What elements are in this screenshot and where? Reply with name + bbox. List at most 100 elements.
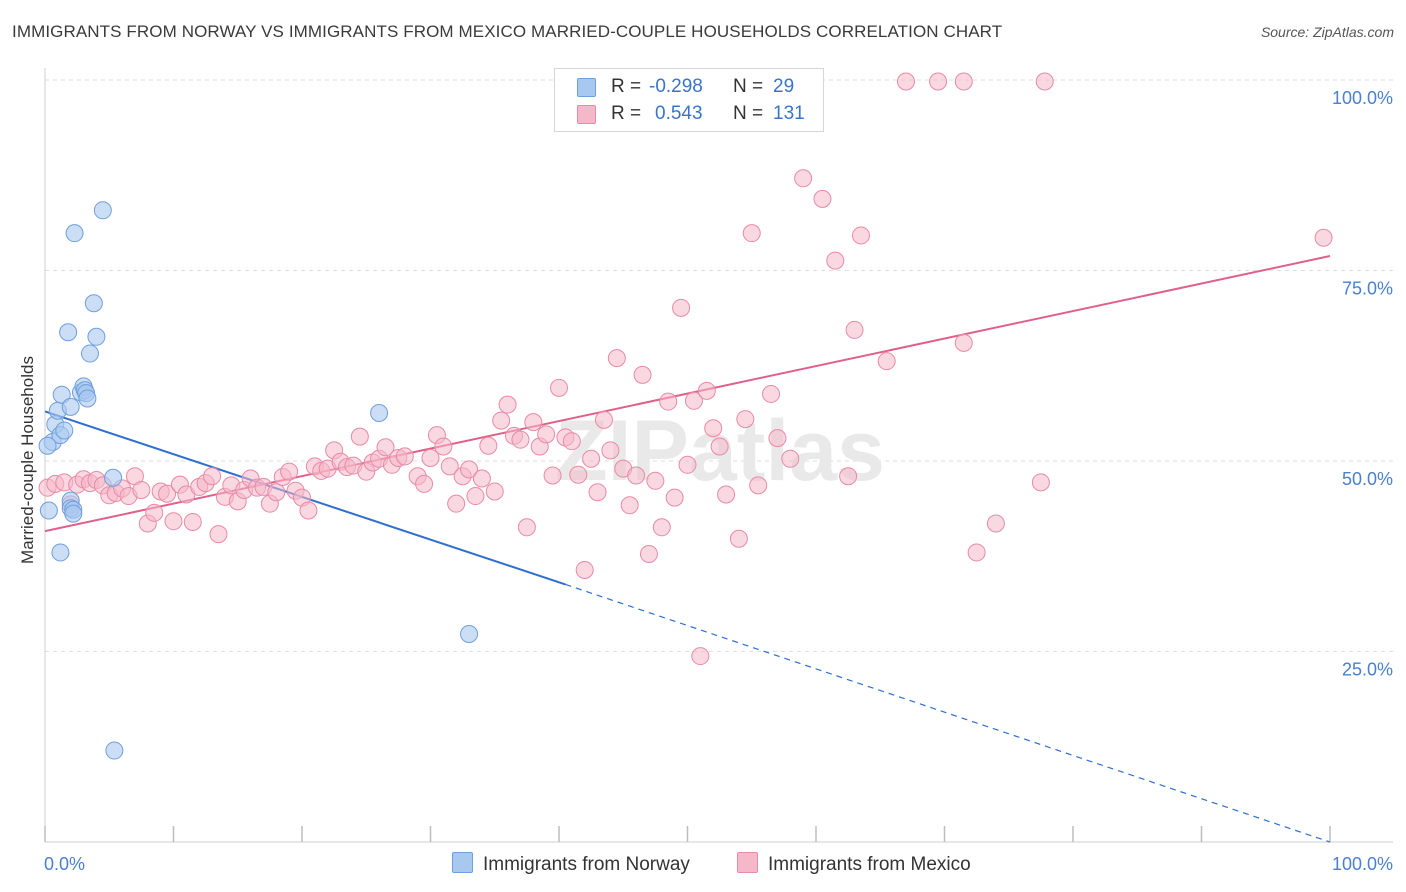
mexico-point [781,449,800,468]
mexico-point [543,466,562,485]
correlation-legend: R = -0.298 N = 29 R = 0.543 N = 131 [554,68,824,132]
mexico-point [877,352,896,371]
mexico-point [954,72,973,91]
norway-point [105,741,124,760]
mexico-point [415,474,434,493]
chart-title: IMMIGRANTS FROM NORWAY VS IMMIGRANTS FRO… [12,22,1003,41]
trend-lines [44,255,1331,843]
r-label: R = [611,76,642,97]
series-mexico-points [38,72,1333,666]
mexico-point [183,512,202,531]
mexico-point [267,483,286,502]
mexico-point [376,438,395,457]
mexico-point [421,448,440,467]
norway-point [39,501,58,520]
mexico-point [607,349,626,368]
mexico-point [729,529,748,548]
mexico-point [158,484,177,503]
mexico-point [768,429,787,448]
mexico-point [350,427,369,446]
mexico-point [209,525,228,544]
norway-point [65,224,84,243]
source-label: Source: ZipAtlas.com [1260,24,1394,40]
mexico-point [562,432,581,451]
mexico-point [132,480,151,499]
legend-label-mexico: Immigrants from Mexico [768,854,971,875]
mexico-point [280,462,299,481]
mexico-point [672,298,691,317]
y-tick-label: 50.0% [1342,469,1393,489]
mexico-point [826,251,845,270]
mexico-point [620,496,639,515]
mexico-point [691,647,710,666]
norway-point [93,201,112,220]
mexico-point [164,512,183,531]
mexico-point [588,483,607,502]
mexico-point [203,467,222,486]
mexico-point [633,365,652,384]
mexico-point [967,543,986,562]
norway-point [104,468,123,487]
grid-lines [45,79,1393,652]
mexico-point [550,378,568,397]
mexico-point [582,449,601,468]
mexico-point [434,437,453,456]
mexico-point [1035,72,1054,91]
tick-labels: 25.0% 50.0% 75.0% 100.0% 0.0% 100.0% [44,88,1393,874]
norway-point [460,624,479,643]
mexico-point [440,457,459,476]
series-norway-points [38,201,479,760]
axes [44,68,1393,843]
mexico-point [524,413,543,432]
y-tick-label: 100.0% [1332,88,1393,108]
mexico-swatch [577,105,596,124]
x-tick-label: 100.0% [1332,854,1393,874]
mexico-point [652,518,671,537]
mexico-point [447,494,466,513]
mexico-point [954,333,973,352]
mexico-point [986,514,1005,533]
y-tick-label: 75.0% [1342,279,1393,299]
mexico-point [659,392,678,411]
mexico-point [684,391,703,410]
r-label: R = [611,103,642,124]
mexico-point [704,419,723,438]
mexico-swatch [737,852,758,873]
mexico-point [749,476,768,495]
mexico-point [646,471,665,490]
norway-trend-extension [565,583,1331,843]
norway-point [78,389,97,408]
legend-label-norway: Immigrants from Norway [483,854,690,875]
norway-point [55,421,74,440]
mexico-point [299,501,318,520]
norway-point [52,385,71,404]
n-value: 131 [773,103,805,124]
n-label: N = [733,103,764,124]
mexico-point [710,437,729,456]
mexico-point [736,410,755,429]
mexico-point [678,455,697,474]
n-value: 29 [773,76,795,97]
r-value: -0.298 [649,76,703,97]
mexico-point [498,395,517,414]
r-value: 0.543 [655,103,703,124]
mexico-point [742,224,761,243]
norway-point [64,504,83,523]
mexico-point [472,469,491,488]
mexico-point [627,466,646,485]
mexico-point [813,189,832,208]
mexico-point [395,447,414,466]
norway-point [59,323,78,342]
mexico-point [665,488,684,507]
mexico-point [485,482,504,501]
mexico-point [851,226,870,245]
mexico-point [511,430,530,449]
legend-item-norway: Immigrants from Norway [452,852,690,876]
mexico-point [1031,473,1050,492]
norway-point [61,397,80,416]
mexico-point [717,485,736,504]
mexico-point [479,436,498,455]
mexico-point [492,411,511,430]
mexico-point [762,384,781,403]
